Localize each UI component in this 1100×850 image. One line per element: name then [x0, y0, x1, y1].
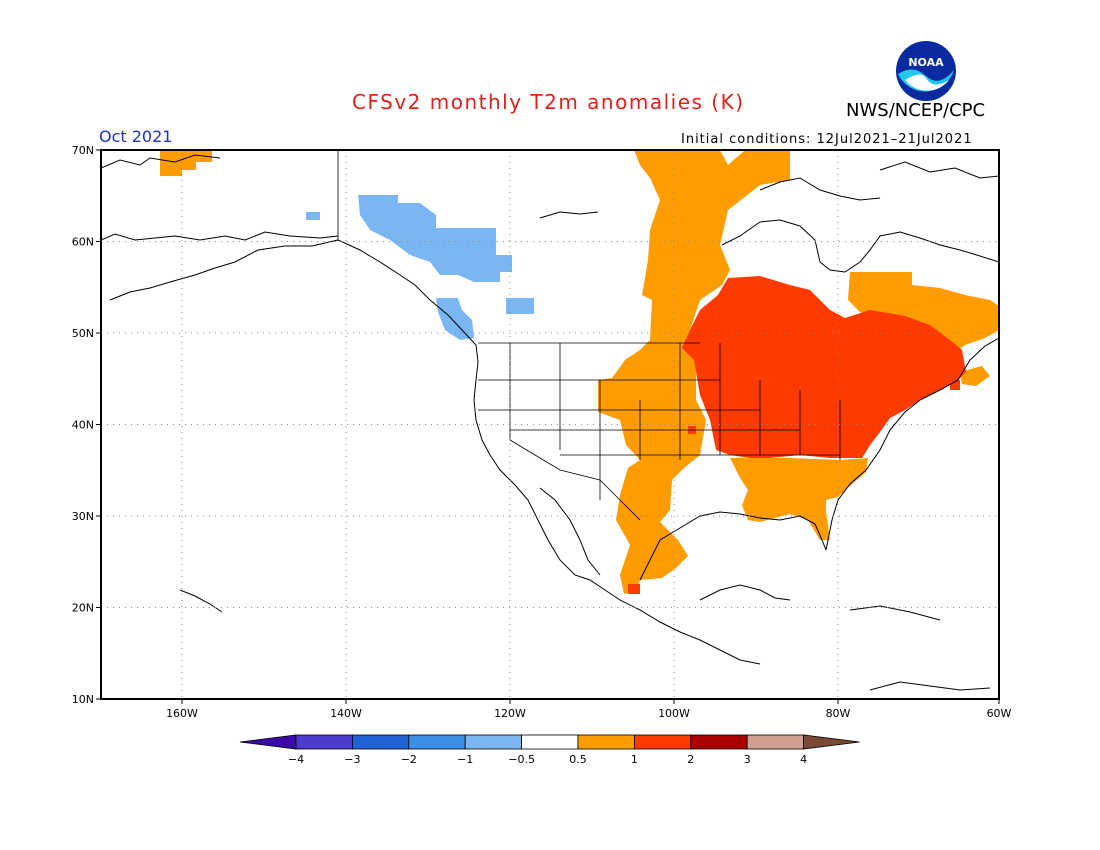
logo-text: NOAA — [908, 56, 944, 69]
lat-label: 30N — [72, 510, 94, 523]
colorbar-tick-label: 4 — [800, 753, 807, 766]
colorbar-segment — [634, 734, 692, 750]
lon-label: 120W — [494, 707, 526, 720]
lat-label: 10N — [72, 693, 94, 706]
colorbar-segment — [408, 734, 466, 750]
colorbar-tick-label: −1 — [457, 753, 473, 766]
coastlines — [101, 154, 999, 691]
lon-label: 140W — [330, 707, 362, 720]
lon-label: 100W — [658, 707, 690, 720]
longitude-labels: 160W 140W 120W 100W 80W 60W — [166, 699, 1012, 720]
anomaly-field — [160, 150, 999, 594]
colorbar-tick-label: −3 — [344, 753, 360, 766]
chart-title: CFSv2 monthly T2m anomalies (K) — [352, 90, 745, 114]
noaa-logo-icon: NOAA — [896, 41, 956, 101]
colorbar-segment — [577, 734, 635, 750]
lat-label: 50N — [72, 327, 94, 340]
colorbar-tick-label: 0.5 — [569, 753, 587, 766]
colorbar-segment — [295, 734, 353, 750]
initial-conditions: Initial conditions: 12Jul2021–21Jul2021 — [681, 132, 973, 147]
colorbar-tick-label: 2 — [687, 753, 694, 766]
colorbar-tick-label: 3 — [744, 753, 751, 766]
colorbar-tick-label: 1 — [631, 753, 638, 766]
lat-label: 70N — [72, 144, 94, 157]
org-label: NWS/NCEP/CPC — [846, 100, 986, 121]
lat-label: 20N — [72, 602, 94, 615]
colorbar-arrow-high — [803, 734, 860, 750]
lat-label: 40N — [72, 419, 94, 432]
colorbar-segment — [521, 734, 579, 750]
colorbar: −4 −3 −2 −1 −0.5 0.5 1 2 3 4 — [239, 734, 860, 766]
colorbar-tick-label: −4 — [288, 753, 304, 766]
anomaly-cool-neg1-neg0.5 — [306, 195, 534, 340]
colorbar-segment — [464, 734, 523, 750]
colorbar-segment — [690, 734, 748, 750]
forecast-month: Oct 2021 — [99, 127, 173, 146]
colorbar-segment — [351, 734, 410, 750]
latitude-labels: 70N 60N 50N 40N 30N 20N 10N — [72, 144, 101, 706]
colorbar-segment — [746, 734, 805, 750]
anomaly-warm-0.5-1 — [160, 150, 999, 594]
colorbar-tick-label: −2 — [401, 753, 417, 766]
lon-label: 60W — [987, 707, 1012, 720]
political-borders — [337, 150, 841, 521]
lon-label: 160W — [166, 707, 198, 720]
lon-label: 80W — [826, 707, 851, 720]
lat-label: 60N — [72, 236, 94, 249]
colorbar-arrow-low — [239, 734, 297, 750]
colorbar-tick-label: −0.5 — [508, 753, 535, 766]
